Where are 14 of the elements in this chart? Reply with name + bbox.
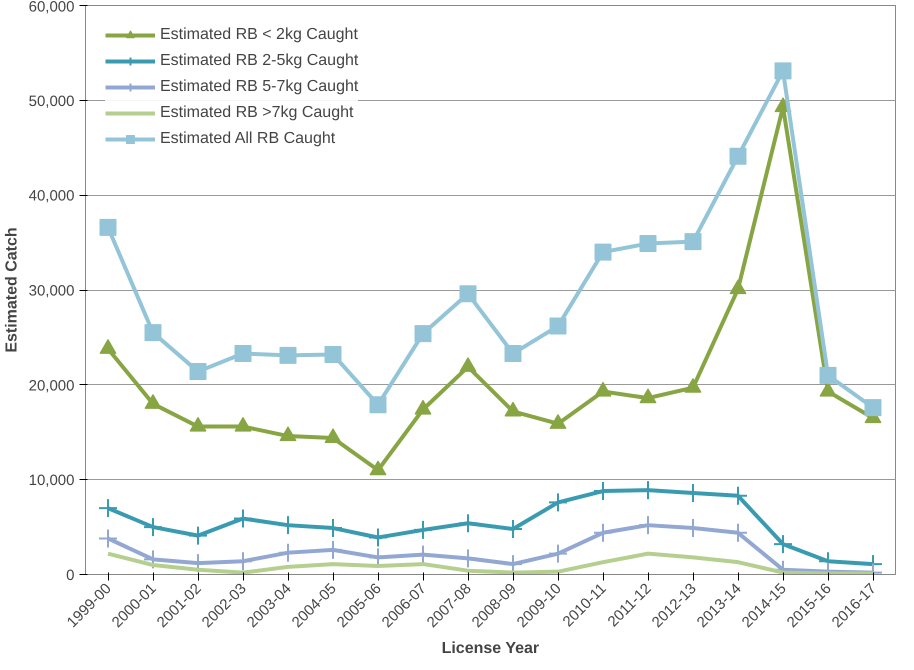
y-axis-title: Estimated Catch	[4, 227, 21, 353]
legend-label: Estimated RB 2-5kg Caught	[160, 52, 358, 70]
y-tick-label: 60,000	[28, 0, 75, 16]
legend-label: Estimated RB >7kg Caught	[160, 104, 354, 122]
y-tick-label: 40,000	[28, 188, 75, 205]
y-tick-label: 20,000	[28, 377, 75, 394]
legend-label: Estimated RB 5-7kg Caught	[160, 78, 358, 96]
legend-label: Estimated RB < 2kg Caught	[160, 26, 358, 44]
y-tick-label: 50,000	[28, 92, 75, 110]
y-tick-label: 10,000	[28, 472, 75, 490]
y-tick-label: 30,000	[28, 282, 75, 300]
y-tick-label: 0	[66, 567, 74, 584]
legend-label: Estimated All RB Caught	[160, 130, 336, 148]
x-axis-title: License Year	[442, 640, 540, 658]
